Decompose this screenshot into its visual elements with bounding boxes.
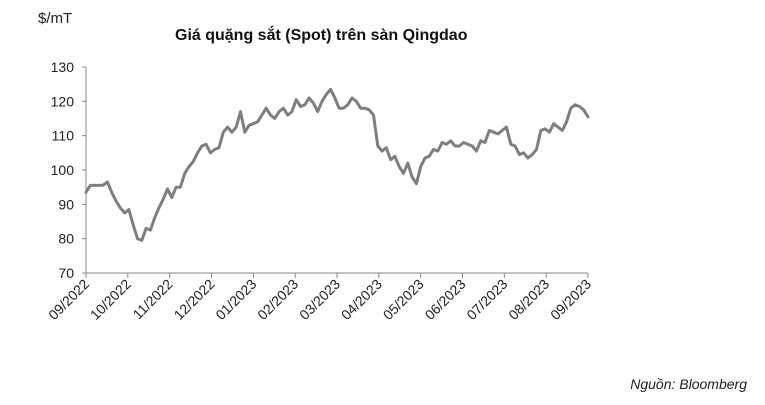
x-tick-label: 04/2023 — [338, 276, 385, 323]
x-tick-label: 02/2023 — [254, 276, 301, 323]
y-tick-label: 120 — [51, 93, 75, 109]
x-tick-label: 08/2023 — [505, 276, 552, 323]
x-tick-label: 03/2023 — [296, 276, 343, 323]
y-axis: 70 80 90 100 110 120 130 — [51, 59, 87, 281]
y-tick-label: 100 — [51, 162, 75, 178]
x-tick-label: 09/2023 — [547, 276, 594, 323]
source-note: Nguồn: Bloomberg — [630, 376, 747, 392]
y-tick-label: 80 — [58, 231, 74, 247]
x-tick-label: 11/2022 — [129, 276, 176, 323]
x-axis: 09/202210/202211/202212/202201/202302/20… — [45, 272, 594, 323]
x-tick-label: 07/2023 — [463, 276, 510, 323]
x-tick-label: 10/2022 — [87, 276, 134, 323]
x-tick-label: 01/2023 — [212, 276, 259, 323]
x-tick-label: 12/2022 — [171, 276, 218, 323]
y-tick-label: 70 — [58, 265, 74, 281]
x-tick-label: 09/2022 — [45, 276, 92, 323]
y-tick-label: 130 — [51, 59, 75, 75]
y-tick-label: 110 — [52, 128, 75, 144]
x-tick-label: 05/2023 — [380, 276, 427, 323]
price-series-line — [84, 87, 590, 242]
y-tick-label: 90 — [58, 196, 74, 212]
y-axis-unit: $/mT — [38, 10, 73, 27]
x-tick-label: 06/2023 — [422, 276, 469, 323]
chart-title: Giá quặng sắt (Spot) trên sàn Qingdao — [175, 27, 468, 44]
